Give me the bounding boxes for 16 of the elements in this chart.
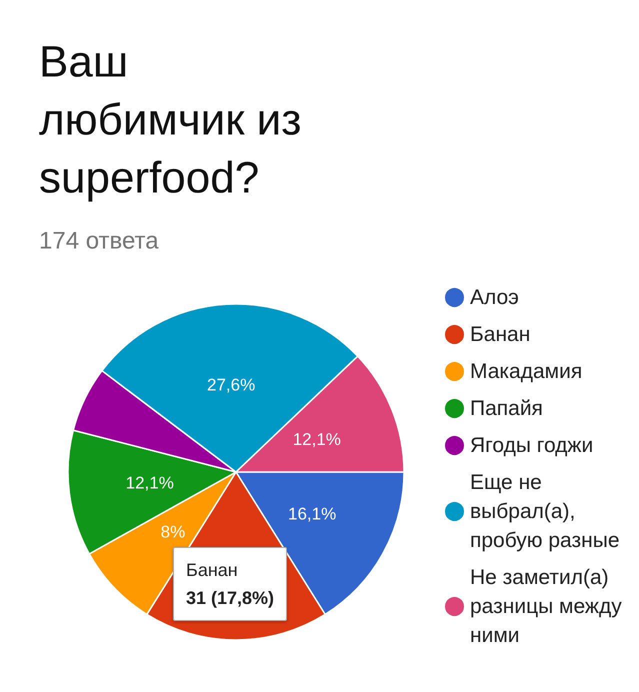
legend-label: Папайя <box>470 397 543 420</box>
data-label: 12,1% <box>126 474 174 493</box>
legend-label: Не заметил(а) разницы между ними <box>470 566 622 647</box>
data-label: 12,1% <box>292 430 341 450</box>
slice-label: Банан <box>186 559 239 582</box>
chart-title: Ваш любимчик из superfood? <box>39 38 314 202</box>
legend-label: Ягоды годжи <box>470 434 594 457</box>
legend-label: Макадамия <box>470 360 582 383</box>
legend-label: Еще не выбрал(а), пробую разные <box>470 471 620 552</box>
chart-subtitle: 174 ответа <box>39 228 160 254</box>
data-label: 16,1% <box>288 504 336 524</box>
data-label: 27,6% <box>206 376 256 395</box>
legend-label: Алоэ <box>470 286 519 309</box>
text: 31 (17,8%) <box>186 587 274 610</box>
legend-label: Банан <box>470 323 530 346</box>
data-label: 8% <box>160 522 186 542</box>
